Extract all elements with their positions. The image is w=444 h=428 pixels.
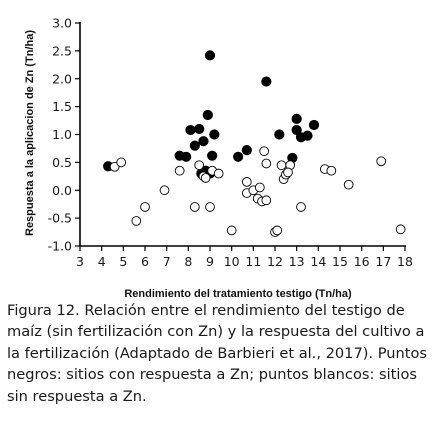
data-point-hollow: [261, 158, 272, 169]
x-tick-label: 12: [267, 254, 283, 269]
data-point-filled: [261, 76, 272, 87]
y-tick-label: 1.5: [52, 99, 72, 114]
x-tick-label: 9: [206, 254, 214, 269]
y-tick-label: -0.5: [48, 211, 72, 226]
data-point-hollow: [116, 157, 127, 168]
x-axis-title: Rendimiento del tratamiento testigo (Tn/…: [124, 288, 352, 300]
data-point-hollow: [376, 156, 387, 167]
data-point-hollow: [174, 165, 185, 176]
data-point-filled: [274, 129, 285, 140]
x-tick-label: 5: [119, 254, 127, 269]
figure-label: Figura 12: [7, 302, 76, 319]
x-tick-label: 3: [76, 254, 84, 269]
caption-text: . Relación entre el rendimiento del test…: [7, 302, 428, 405]
data-point-filled: [189, 140, 200, 151]
data-point-filled: [207, 150, 218, 161]
data-point-hollow: [131, 216, 142, 226]
data-point-hollow: [159, 185, 170, 196]
data-point-filled: [198, 136, 209, 147]
x-tick-label: 15: [332, 254, 348, 269]
data-point-hollow: [241, 177, 252, 187]
data-point-hollow: [259, 146, 270, 157]
data-point-hollow: [140, 202, 150, 212]
data-point-filled: [209, 129, 220, 140]
data-point-filled: [233, 151, 244, 162]
x-tick-label: 14: [310, 254, 326, 269]
data-point-hollow: [226, 225, 237, 236]
x-tick-label: 16: [354, 254, 370, 269]
data-point-hollow: [343, 179, 354, 190]
x-tick-label: 10: [224, 254, 240, 269]
x-tick-label: 13: [289, 254, 305, 269]
y-tick-label: 2.5: [52, 43, 72, 58]
y-tick-label: 2.0: [52, 71, 72, 86]
data-point-filled: [181, 151, 192, 162]
y-axis-title: Respuesta a la aplicacion de Zn (Tn/ha): [24, 30, 36, 236]
data-point-hollow: [326, 165, 337, 176]
scatter-chart: 3 4 5 6 7 8 9 10 11 12 13 14 15 16 17 18 3.0 2.5 2.0 1.5 1.0…: [24, 16, 413, 301]
x-tick-label: 18: [397, 254, 413, 269]
data-point-hollow: [200, 173, 211, 183]
data-point-hollow: [276, 160, 287, 171]
axes: 3 4 5 6 7 8 9 10 11 12 13 14 15 16 17 18 3.0 2.5 2.0 1.5 1.0…: [48, 16, 413, 270]
data-point-filled: [204, 50, 216, 61]
data-point-hollow: [213, 168, 224, 179]
data-point-hollow: [261, 195, 272, 206]
data-point-filled: [202, 109, 213, 121]
data-point-filled: [308, 119, 320, 131]
data-point-filled: [241, 145, 252, 156]
x-tick-label: 8: [184, 254, 192, 269]
data-point-filled: [291, 113, 302, 124]
data-point-hollow: [296, 202, 306, 212]
data-point-filled: [185, 124, 196, 136]
figure-caption: Figura 12. Relación entre el rendimiento…: [7, 300, 437, 407]
data-point-hollow: [194, 160, 205, 171]
data-point-hollow: [283, 167, 293, 178]
x-tick-label: 7: [163, 254, 171, 269]
data-point-filled: [194, 123, 205, 135]
x-tick-label: 6: [141, 254, 149, 269]
data-point-hollow: [109, 161, 120, 172]
y-tick-label: 3.0: [52, 16, 72, 31]
x-tick-label: 11: [245, 254, 261, 269]
data-point-hollow: [205, 202, 215, 212]
y-tick-label: 1.0: [52, 127, 72, 142]
y-tick-label: 0.5: [52, 155, 72, 170]
data-points: [103, 50, 406, 237]
x-tick-label: 17: [375, 254, 391, 269]
y-tick-label: -1.0: [48, 239, 72, 254]
y-tick-label: 0.0: [52, 183, 72, 198]
data-point-hollow: [395, 224, 406, 235]
data-point-hollow: [189, 202, 200, 212]
data-point-filled: [302, 130, 313, 141]
data-point-hollow: [272, 225, 283, 236]
x-tick-label: 4: [98, 254, 106, 269]
data-point-hollow: [254, 182, 265, 193]
